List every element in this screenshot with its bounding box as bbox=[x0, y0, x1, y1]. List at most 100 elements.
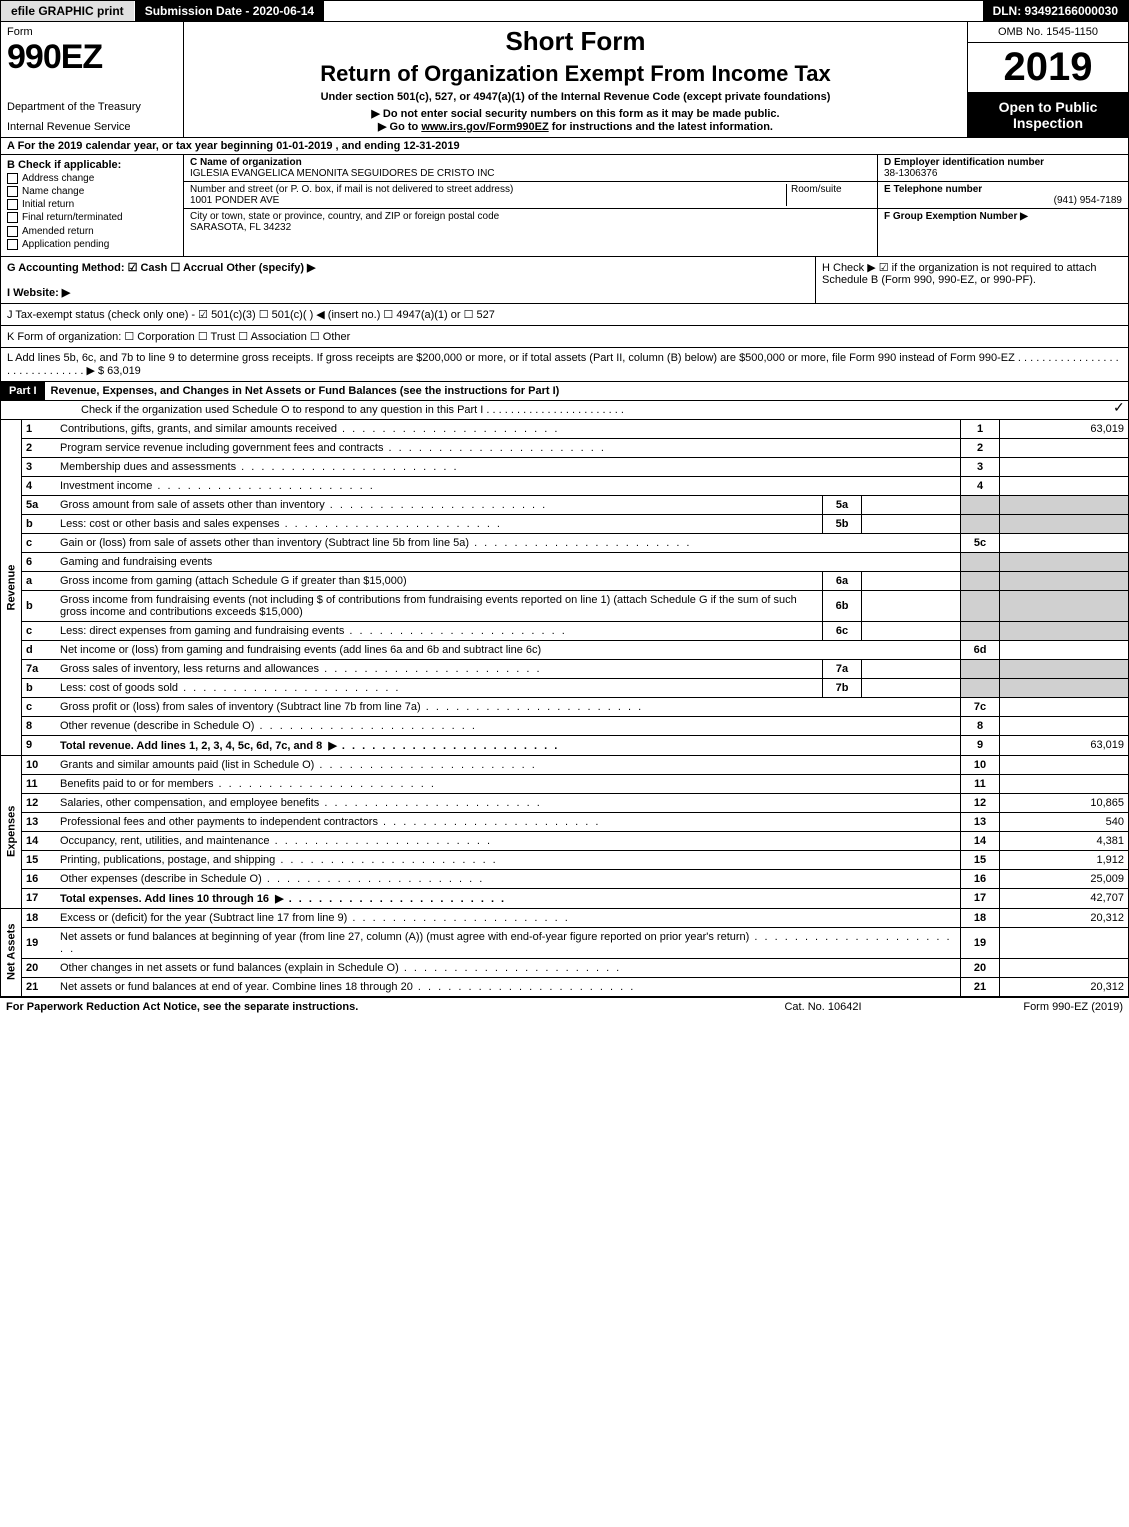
netassets-section-label: Net Assets bbox=[1, 908, 22, 996]
chk-final-return[interactable] bbox=[7, 212, 18, 223]
line-desc: Contributions, gifts, grants, and simila… bbox=[56, 420, 961, 439]
line-num: 11 bbox=[22, 774, 57, 793]
mid-val bbox=[862, 495, 961, 514]
part1-check-text: Check if the organization used Schedule … bbox=[1, 401, 1098, 419]
chk-address-change[interactable] bbox=[7, 173, 18, 184]
line-amount: 63,019 bbox=[1000, 420, 1129, 439]
line-num: b bbox=[22, 514, 57, 533]
l9-text: Total revenue. Add lines 1, 2, 3, 4, 5c,… bbox=[60, 740, 322, 752]
line-amount-shaded bbox=[1000, 621, 1129, 640]
line-desc: Total revenue. Add lines 1, 2, 3, 4, 5c,… bbox=[56, 735, 961, 755]
form-word: Form bbox=[7, 26, 177, 38]
line-amount: 25,009 bbox=[1000, 869, 1129, 888]
mid-box: 7a bbox=[823, 659, 862, 678]
line-num: b bbox=[22, 590, 57, 621]
table-row: Revenue 1 Contributions, gifts, grants, … bbox=[1, 420, 1129, 439]
goto-note: ▶ Go to www.irs.gov/Form990EZ for instru… bbox=[190, 120, 961, 133]
lbl-address-change: Address change bbox=[22, 173, 94, 184]
line-num: 19 bbox=[22, 927, 57, 958]
chk-application-pending[interactable] bbox=[7, 239, 18, 250]
line-box: 12 bbox=[961, 793, 1000, 812]
line-box: 15 bbox=[961, 850, 1000, 869]
line-num: c bbox=[22, 533, 57, 552]
chk-initial-return[interactable] bbox=[7, 199, 18, 210]
table-row: a Gross income from gaming (attach Sched… bbox=[1, 571, 1129, 590]
line-num: 15 bbox=[22, 850, 57, 869]
c-city-label: City or town, state or province, country… bbox=[190, 211, 499, 222]
d-ein-label: D Employer identification number bbox=[884, 157, 1044, 168]
line-box: 6d bbox=[961, 640, 1000, 659]
mid-val bbox=[862, 514, 961, 533]
ssn-warning: ▶ Do not enter social security numbers o… bbox=[190, 107, 961, 120]
line-num: 7a bbox=[22, 659, 57, 678]
mid-val bbox=[862, 659, 961, 678]
line-num: 12 bbox=[22, 793, 57, 812]
form-header: Form 990EZ Department of the Treasury In… bbox=[0, 22, 1129, 138]
mid-box: 5a bbox=[823, 495, 862, 514]
line-amount bbox=[1000, 476, 1129, 495]
chk-amended-return[interactable] bbox=[7, 226, 18, 237]
line-desc: Less: direct expenses from gaming and fu… bbox=[56, 621, 823, 640]
table-row: 4 Investment income 4 bbox=[1, 476, 1129, 495]
line-box-shaded bbox=[961, 552, 1000, 571]
org-city: SARASOTA, FL 34232 bbox=[190, 222, 291, 233]
lbl-application-pending: Application pending bbox=[22, 239, 109, 250]
line-desc: Program service revenue including govern… bbox=[56, 438, 961, 457]
tax-year: 2019 bbox=[968, 43, 1128, 93]
line-desc: Total expenses. Add lines 10 through 16 … bbox=[56, 888, 961, 908]
omb-number: OMB No. 1545-1150 bbox=[968, 22, 1128, 43]
box-def: D Employer identification number 38-1306… bbox=[877, 155, 1128, 256]
form-id-block: Form 990EZ Department of the Treasury In… bbox=[1, 22, 184, 137]
table-row: 8 Other revenue (describe in Schedule O)… bbox=[1, 716, 1129, 735]
line-num: 9 bbox=[22, 735, 57, 755]
line-amount bbox=[1000, 716, 1129, 735]
line-desc: Net assets or fund balances at beginning… bbox=[56, 927, 961, 958]
line-num: c bbox=[22, 697, 57, 716]
line-desc: Printing, publications, postage, and shi… bbox=[56, 850, 961, 869]
line-box-shaded bbox=[961, 659, 1000, 678]
efile-print-button[interactable]: efile GRAPHIC print bbox=[1, 1, 135, 21]
line-desc: Less: cost of goods sold bbox=[56, 678, 823, 697]
line-box-shaded bbox=[961, 571, 1000, 590]
line-box-shaded bbox=[961, 495, 1000, 514]
line-amount-shaded bbox=[1000, 514, 1129, 533]
line-amount: 20,312 bbox=[1000, 977, 1129, 996]
lbl-amended-return: Amended return bbox=[22, 226, 94, 237]
line-box: 17 bbox=[961, 888, 1000, 908]
mid-box: 5b bbox=[823, 514, 862, 533]
part1-check-row: Check if the organization used Schedule … bbox=[0, 401, 1129, 420]
h-schedule-b: H Check ▶ ☑ if the organization is not r… bbox=[815, 257, 1128, 303]
irs-link[interactable]: www.irs.gov/Form990EZ bbox=[421, 121, 548, 133]
line-amount bbox=[1000, 774, 1129, 793]
line-box: 16 bbox=[961, 869, 1000, 888]
part1-checkbox-icon[interactable] bbox=[1107, 402, 1119, 414]
c-name-label: C Name of organization bbox=[190, 157, 302, 168]
j-tax-exempt-status: J Tax-exempt status (check only one) - ☑… bbox=[0, 304, 1129, 326]
form-code: 990EZ bbox=[7, 38, 177, 77]
line-desc: Gain or (loss) from sale of assets other… bbox=[56, 533, 961, 552]
line-desc: Gaming and fundraising events bbox=[56, 552, 961, 571]
chk-name-change[interactable] bbox=[7, 186, 18, 197]
i-website: I Website: ▶ bbox=[7, 286, 809, 299]
table-row: Expenses 10 Grants and similar amounts p… bbox=[1, 755, 1129, 774]
line-desc: Gross amount from sale of assets other t… bbox=[56, 495, 823, 514]
dln-label: DLN: 93492166000030 bbox=[983, 1, 1128, 21]
table-row: 19 Net assets or fund balances at beginn… bbox=[1, 927, 1129, 958]
form-title: Return of Organization Exempt From Incom… bbox=[190, 61, 961, 87]
line-desc: Net income or (loss) from gaming and fun… bbox=[56, 640, 961, 659]
table-row: 14 Occupancy, rent, utilities, and maint… bbox=[1, 831, 1129, 850]
line-num: 17 bbox=[22, 888, 57, 908]
table-row: 12 Salaries, other compensation, and emp… bbox=[1, 793, 1129, 812]
l-text: L Add lines 5b, 6c, and 7b to line 9 to … bbox=[7, 352, 1119, 377]
line-amount bbox=[1000, 457, 1129, 476]
k-form-of-organization: K Form of organization: ☐ Corporation ☐ … bbox=[0, 326, 1129, 348]
line-amount bbox=[1000, 697, 1129, 716]
mid-val bbox=[862, 590, 961, 621]
line-box-shaded bbox=[961, 678, 1000, 697]
line-amount: 4,381 bbox=[1000, 831, 1129, 850]
f-group-label: F Group Exemption Number ▶ bbox=[884, 211, 1028, 222]
line-num: 14 bbox=[22, 831, 57, 850]
line-amount bbox=[1000, 958, 1129, 977]
line-amount bbox=[1000, 755, 1129, 774]
line-box: 20 bbox=[961, 958, 1000, 977]
